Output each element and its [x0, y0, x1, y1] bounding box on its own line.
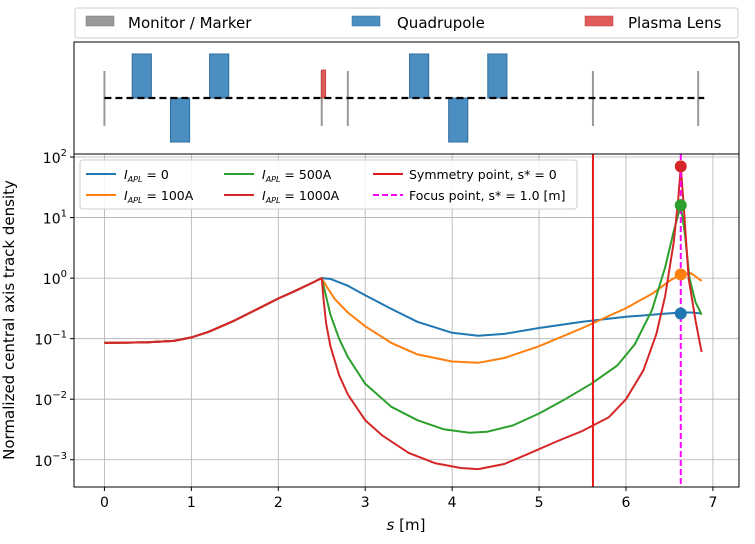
plasma-lens — [320, 69, 327, 99]
legend-monitor-marker: Monitor / Marker — [85, 14, 252, 32]
x-tick-label: 7 — [708, 495, 717, 511]
legend-focus-label: Focus point, s* = 1.0 [m] — [409, 188, 565, 203]
curves — [104, 165, 703, 471]
y-axis-ticks: 10−3 10−2 10−1 100 101 102 — [34, 148, 74, 470]
top-legend: Monitor / Marker Quadrupole Plasma Lens — [74, 7, 739, 39]
legend-i500-label: IAPL = 500A — [262, 167, 332, 184]
y-axis-label: Normalized central axis track density — [0, 180, 18, 460]
focus-marker-1 — [674, 268, 687, 281]
legend-focus: Focus point, s* = 1.0 [m] — [373, 188, 565, 203]
legend-i1000-label: IAPL = 1000A — [262, 188, 340, 205]
monitor-legend-swatch — [85, 15, 115, 27]
x-tick-label: 5 — [535, 495, 544, 511]
lattice-panel — [73, 41, 740, 155]
y-tick-label: 10−2 — [34, 390, 67, 409]
quadrupole-legend-label: Quadrupole — [397, 14, 485, 32]
plot-legend-box — [79, 159, 578, 210]
y-tick-label: 100 — [43, 269, 67, 288]
focus-marker-0 — [674, 307, 687, 320]
legend-i500: IAPL = 500A — [224, 167, 332, 184]
plot-legend: IAPL = 0 IAPL = 100A IAPL = 500A IAPL = … — [79, 159, 578, 210]
legend-i100-label: IAPL = 100A — [124, 188, 194, 205]
legend-i1000: IAPL = 1000A — [224, 188, 340, 205]
y-tick-label: 10−3 — [34, 451, 67, 470]
quadrupole-legend-swatch — [351, 15, 381, 27]
plot-frame — [73, 153, 740, 488]
y-tick-label: 10−1 — [34, 330, 67, 349]
plasma-lens-legend-label: Plasma Lens — [628, 14, 722, 32]
quadrupole-3 — [409, 53, 430, 99]
legend-symmetry-label: Symmetry point, s* = 0 — [409, 167, 557, 182]
y-tick-label: 101 — [43, 209, 67, 228]
focus-markers — [674, 160, 687, 320]
density-plot: 0 1 2 3 4 5 6 7 10−3 10−2 10−1 100 101 102 IAPL = 0 … — [0, 148, 740, 534]
quadrupole-1 — [169, 97, 191, 143]
y-tick-label: 102 — [43, 148, 67, 167]
x-tick-label: 6 — [622, 495, 631, 511]
x-tick-label: 4 — [448, 495, 457, 511]
x-tick-label: 2 — [274, 495, 283, 511]
x-tick-label: 1 — [187, 495, 196, 511]
plasma-lens-legend-swatch — [584, 15, 614, 27]
x-tick-label: 3 — [361, 495, 370, 511]
common-segment-line — [104, 277, 323, 344]
focus-marker-3 — [674, 160, 687, 173]
legend-i0-label: IAPL = 0 — [124, 167, 169, 184]
x-axis-ticks: 0 1 2 3 4 5 6 7 — [100, 487, 717, 511]
monitor-legend-label: Monitor / Marker — [128, 14, 252, 32]
legend-symmetry: Symmetry point, s* = 0 — [373, 167, 557, 182]
legend-i100: IAPL = 100A — [86, 188, 194, 205]
x-axis-label: s [m] — [387, 516, 426, 534]
legend-plasma-lens: Plasma Lens — [584, 14, 722, 32]
focus-marker-2 — [674, 199, 687, 212]
legend-quadrupole: Quadrupole — [351, 14, 485, 32]
quadrupole-0 — [131, 53, 152, 99]
quadrupole-2 — [209, 53, 230, 99]
x-tick-label: 0 — [100, 495, 109, 511]
quadrupole-5 — [487, 53, 508, 99]
legend-i0: IAPL = 0 — [86, 167, 169, 184]
quadrupole-4 — [448, 97, 469, 143]
